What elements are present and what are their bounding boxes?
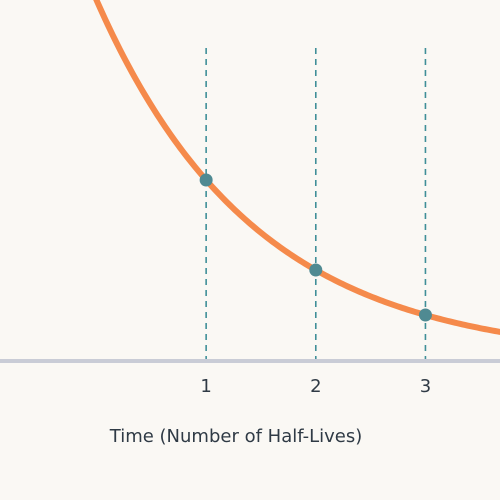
- x-tick-label-3: 3: [420, 376, 431, 397]
- data-point-2: [309, 263, 323, 277]
- data-points: [199, 173, 432, 322]
- guide-lines: [205, 48, 427, 360]
- x-axis-title: Time (Number of Half-Lives): [109, 426, 362, 447]
- x-tick-label-2: 2: [310, 376, 321, 397]
- data-point-1: [199, 173, 213, 187]
- x-tick-labels: 1 2 3: [200, 376, 431, 397]
- data-point-3: [418, 308, 432, 322]
- x-tick-label-1: 1: [200, 376, 211, 397]
- decay-curve: [93, 0, 500, 335]
